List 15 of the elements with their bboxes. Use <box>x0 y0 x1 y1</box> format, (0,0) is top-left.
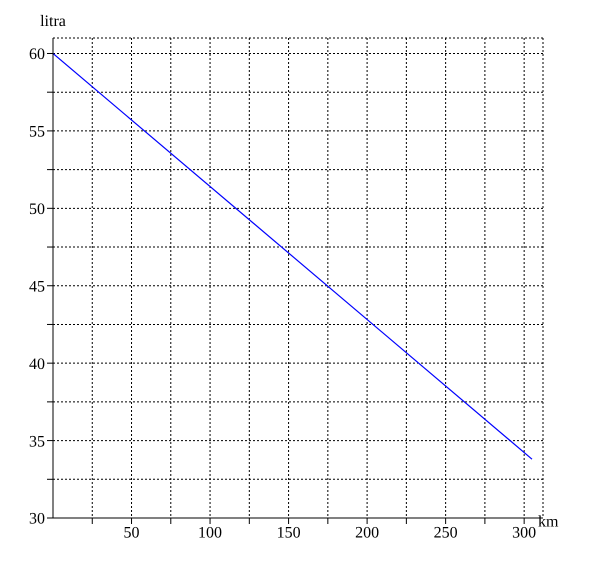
y-tick-label: 50 <box>29 201 45 218</box>
x-tick-label: 300 <box>512 524 536 542</box>
x-tick-label: 250 <box>434 524 458 542</box>
x-tick-label: 150 <box>276 524 301 542</box>
x-tick-label: 50 <box>124 524 140 542</box>
y-tick-label: 55 <box>29 124 45 141</box>
y-tick-label: 40 <box>29 356 45 373</box>
y-tick-label: 45 <box>29 278 45 296</box>
y-tick-label: 30 <box>29 510 45 528</box>
x-tick-label: 100 <box>198 524 222 542</box>
y-axis-title: litra <box>40 13 66 30</box>
x-axis-title: km <box>538 514 559 531</box>
y-tick-label: 60 <box>29 46 45 64</box>
y-tick-label: 35 <box>29 433 45 450</box>
x-tick-label: 200 <box>355 524 380 542</box>
